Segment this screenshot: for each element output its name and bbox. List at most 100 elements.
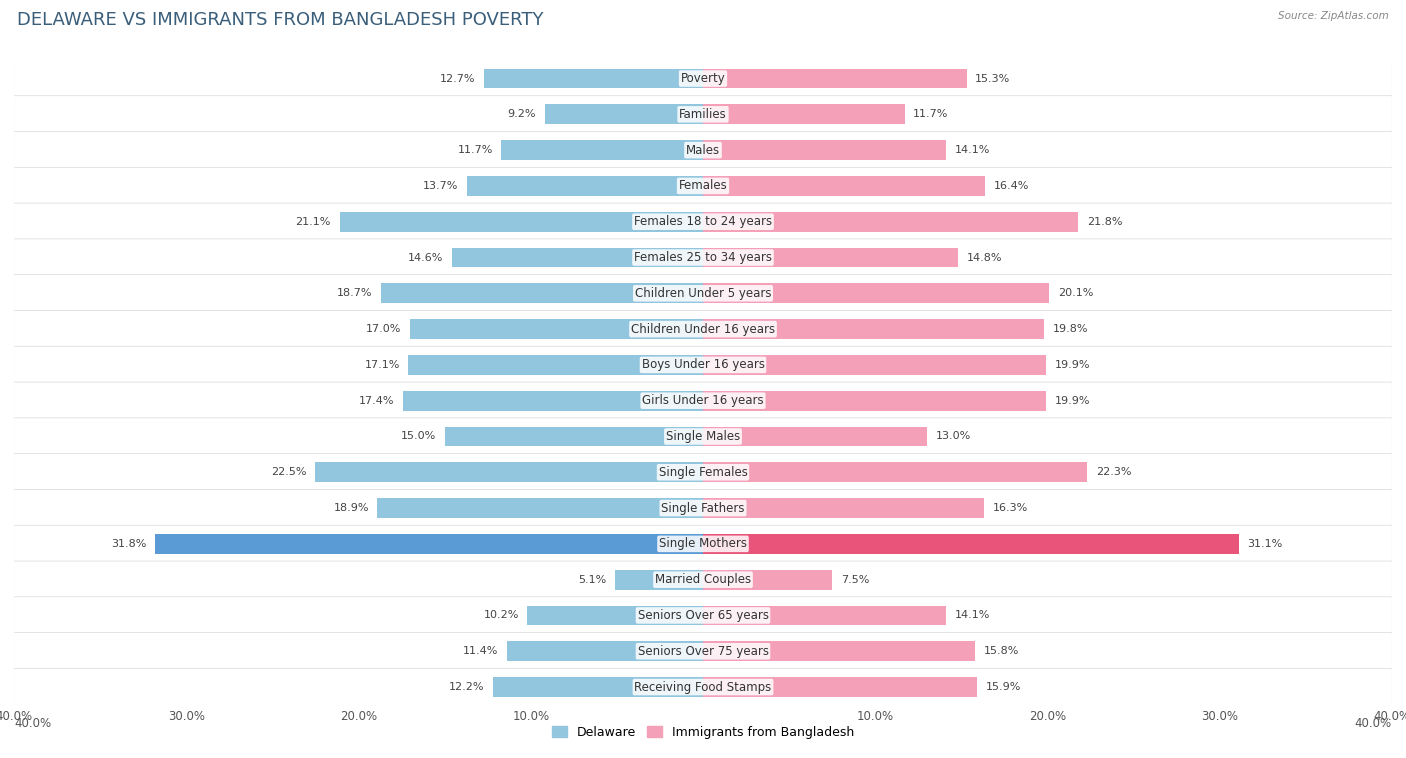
- Text: Single Mothers: Single Mothers: [659, 537, 747, 550]
- Bar: [703, 498, 984, 518]
- Bar: [703, 212, 1078, 231]
- Text: Females: Females: [679, 180, 727, 193]
- Text: 11.7%: 11.7%: [912, 109, 949, 119]
- Text: Single Females: Single Females: [658, 465, 748, 479]
- FancyBboxPatch shape: [14, 418, 1392, 455]
- Text: 20.1%: 20.1%: [1057, 288, 1094, 299]
- Bar: [703, 319, 1045, 339]
- Text: Females 18 to 24 years: Females 18 to 24 years: [634, 215, 772, 228]
- Bar: [703, 355, 1046, 374]
- Text: 31.1%: 31.1%: [1247, 539, 1282, 549]
- Text: 11.7%: 11.7%: [457, 145, 494, 155]
- FancyBboxPatch shape: [14, 60, 1392, 97]
- Text: 22.5%: 22.5%: [271, 467, 307, 478]
- FancyBboxPatch shape: [14, 239, 1392, 276]
- FancyBboxPatch shape: [14, 311, 1392, 348]
- Bar: [703, 283, 1049, 303]
- Text: 15.8%: 15.8%: [984, 647, 1019, 656]
- Text: 18.7%: 18.7%: [337, 288, 373, 299]
- Bar: [703, 176, 986, 196]
- Text: 15.0%: 15.0%: [401, 431, 436, 441]
- Text: DELAWARE VS IMMIGRANTS FROM BANGLADESH POVERTY: DELAWARE VS IMMIGRANTS FROM BANGLADESH P…: [17, 11, 543, 30]
- Text: Children Under 16 years: Children Under 16 years: [631, 323, 775, 336]
- Text: 7.5%: 7.5%: [841, 575, 869, 584]
- Text: 14.8%: 14.8%: [966, 252, 1002, 262]
- Text: 40.0%: 40.0%: [14, 718, 51, 731]
- Text: 21.1%: 21.1%: [295, 217, 330, 227]
- Text: Seniors Over 65 years: Seniors Over 65 years: [637, 609, 769, 622]
- Bar: [451, 248, 703, 268]
- FancyBboxPatch shape: [14, 203, 1392, 240]
- Text: 14.1%: 14.1%: [955, 145, 990, 155]
- FancyBboxPatch shape: [14, 490, 1392, 527]
- Text: 9.2%: 9.2%: [508, 109, 536, 119]
- Text: 19.8%: 19.8%: [1053, 324, 1088, 334]
- Bar: [155, 534, 703, 553]
- Bar: [703, 391, 1046, 411]
- Text: 13.0%: 13.0%: [935, 431, 970, 441]
- FancyBboxPatch shape: [14, 346, 1392, 384]
- Text: 40.0%: 40.0%: [1355, 718, 1392, 731]
- Bar: [381, 283, 703, 303]
- Legend: Delaware, Immigrants from Bangladesh: Delaware, Immigrants from Bangladesh: [547, 721, 859, 744]
- Bar: [377, 498, 703, 518]
- Bar: [703, 641, 976, 661]
- Bar: [506, 641, 703, 661]
- Text: 19.9%: 19.9%: [1054, 360, 1090, 370]
- Bar: [315, 462, 703, 482]
- Text: 15.3%: 15.3%: [976, 74, 1011, 83]
- Text: 31.8%: 31.8%: [111, 539, 146, 549]
- FancyBboxPatch shape: [14, 597, 1392, 634]
- Text: Poverty: Poverty: [681, 72, 725, 85]
- Text: Receiving Food Stamps: Receiving Food Stamps: [634, 681, 772, 694]
- Text: 16.4%: 16.4%: [994, 181, 1029, 191]
- Bar: [703, 606, 946, 625]
- Bar: [616, 570, 703, 590]
- Bar: [703, 462, 1087, 482]
- Text: 12.7%: 12.7%: [440, 74, 475, 83]
- FancyBboxPatch shape: [14, 561, 1392, 598]
- Text: 14.1%: 14.1%: [955, 610, 990, 621]
- Bar: [703, 677, 977, 697]
- FancyBboxPatch shape: [14, 669, 1392, 706]
- Text: 18.9%: 18.9%: [333, 503, 368, 513]
- Text: 5.1%: 5.1%: [578, 575, 606, 584]
- FancyBboxPatch shape: [14, 633, 1392, 670]
- Text: 11.4%: 11.4%: [463, 647, 498, 656]
- Text: Females 25 to 34 years: Females 25 to 34 years: [634, 251, 772, 264]
- Text: Males: Males: [686, 143, 720, 157]
- Bar: [703, 427, 927, 446]
- Text: 14.6%: 14.6%: [408, 252, 443, 262]
- Text: 13.7%: 13.7%: [423, 181, 458, 191]
- Bar: [502, 140, 703, 160]
- Bar: [409, 355, 703, 374]
- Text: 17.4%: 17.4%: [359, 396, 395, 406]
- FancyBboxPatch shape: [14, 274, 1392, 312]
- Bar: [544, 105, 703, 124]
- Bar: [411, 319, 703, 339]
- FancyBboxPatch shape: [14, 132, 1392, 169]
- Text: Married Couples: Married Couples: [655, 573, 751, 586]
- Text: Seniors Over 75 years: Seniors Over 75 years: [637, 645, 769, 658]
- Bar: [703, 534, 1239, 553]
- Bar: [703, 140, 946, 160]
- FancyBboxPatch shape: [14, 96, 1392, 133]
- Text: 17.0%: 17.0%: [366, 324, 402, 334]
- Text: Children Under 5 years: Children Under 5 years: [634, 287, 772, 300]
- Text: 19.9%: 19.9%: [1054, 396, 1090, 406]
- Bar: [484, 69, 703, 89]
- Text: Boys Under 16 years: Boys Under 16 years: [641, 359, 765, 371]
- Text: 22.3%: 22.3%: [1095, 467, 1132, 478]
- Bar: [703, 69, 966, 89]
- Text: Families: Families: [679, 108, 727, 121]
- Bar: [340, 212, 703, 231]
- Bar: [527, 606, 703, 625]
- Text: 10.2%: 10.2%: [484, 610, 519, 621]
- Bar: [404, 391, 703, 411]
- Text: Source: ZipAtlas.com: Source: ZipAtlas.com: [1278, 11, 1389, 21]
- Text: 15.9%: 15.9%: [986, 682, 1021, 692]
- FancyBboxPatch shape: [14, 525, 1392, 562]
- Text: 12.2%: 12.2%: [449, 682, 484, 692]
- Text: Single Fathers: Single Fathers: [661, 502, 745, 515]
- Text: Single Males: Single Males: [666, 430, 740, 443]
